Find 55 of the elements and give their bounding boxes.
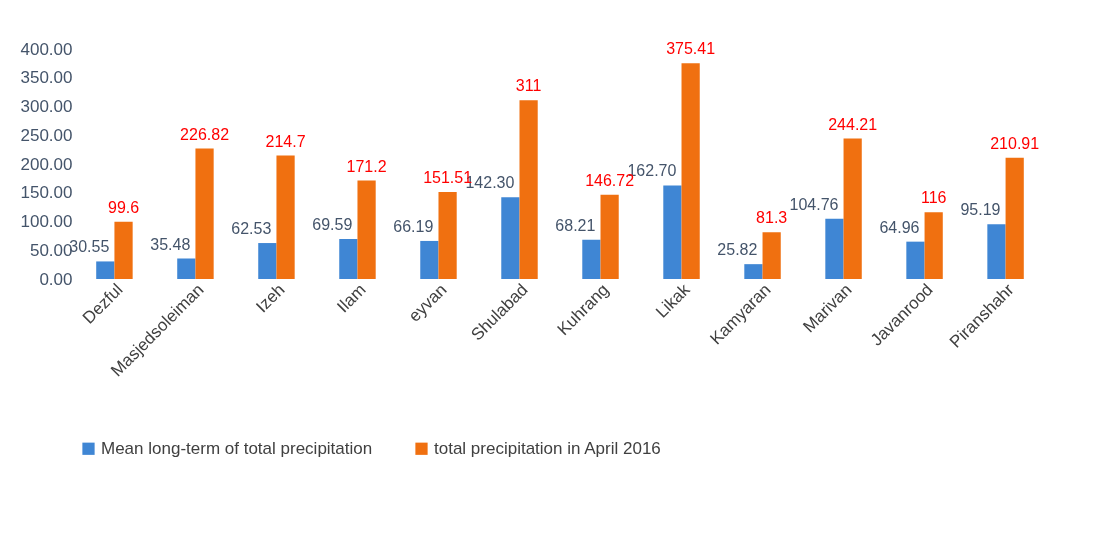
bar [177, 258, 196, 279]
bar [681, 63, 700, 279]
data-label: 69.59 [312, 215, 353, 233]
data-label: 95.19 [960, 201, 1001, 219]
y-tick-label: 100.00 [20, 212, 73, 231]
y-tick-label: 200.00 [20, 154, 73, 174]
bar [825, 218, 844, 279]
bar [339, 238, 358, 279]
bar [1005, 157, 1024, 279]
bar [987, 224, 1006, 279]
data-label: 244.21 [828, 115, 878, 133]
bar [114, 221, 133, 279]
bar [663, 185, 682, 279]
x-tick-label: Izeh [252, 280, 289, 317]
bar [438, 191, 457, 279]
bar [519, 100, 538, 279]
data-label: 311 [515, 77, 542, 95]
x-tick-label: Ilam [333, 280, 370, 317]
bar [501, 197, 520, 279]
data-label: 64.96 [879, 218, 920, 236]
bar [96, 261, 115, 279]
y-tick-label: 300.00 [20, 97, 73, 116]
data-label: 375.41 [666, 40, 716, 58]
data-label: 62.53 [231, 220, 272, 238]
data-label: 214.7 [265, 132, 306, 150]
legend-label: Mean long-term of total precipitation [101, 438, 373, 458]
data-label: 210.91 [990, 134, 1040, 152]
bar [906, 241, 925, 279]
data-label: 68.21 [555, 216, 596, 234]
y-tick-label: 400.00 [20, 39, 73, 59]
bar [843, 138, 862, 279]
data-label: 116 [920, 189, 947, 207]
data-label: 226.82 [180, 125, 230, 143]
data-label: 104.76 [789, 195, 839, 213]
bar [582, 239, 601, 279]
bar [762, 232, 781, 279]
bar [420, 240, 439, 279]
y-tick-label: 250.00 [20, 125, 73, 145]
legend-label: total precipitation in April 2016 [434, 438, 661, 458]
y-tick-label: 350.00 [20, 68, 73, 88]
data-label: 99.6 [107, 198, 140, 216]
bar [924, 212, 943, 279]
bar [258, 243, 277, 279]
data-label: 66.19 [393, 217, 434, 235]
data-label: 81.3 [756, 209, 788, 227]
bar [276, 155, 295, 279]
data-label: 35.48 [150, 235, 191, 253]
bar [195, 148, 214, 279]
bar [357, 180, 376, 279]
data-label: 25.82 [717, 241, 758, 259]
y-tick-label: 150.00 [20, 183, 73, 203]
y-tick-label: 0.00 [39, 269, 73, 289]
data-label: 171.2 [346, 157, 387, 175]
bar [744, 264, 763, 279]
bar [600, 194, 619, 279]
